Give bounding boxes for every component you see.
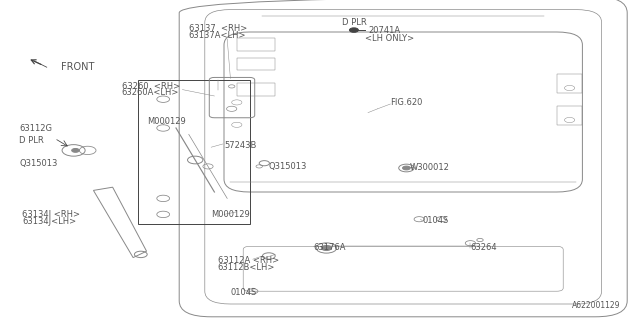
Text: M000129: M000129 bbox=[147, 117, 186, 126]
Circle shape bbox=[349, 28, 358, 32]
Text: 63260  <RH>: 63260 <RH> bbox=[122, 82, 180, 91]
Text: W300012: W300012 bbox=[410, 163, 449, 172]
Circle shape bbox=[72, 148, 79, 152]
Text: 20741A: 20741A bbox=[368, 26, 400, 35]
Circle shape bbox=[321, 245, 332, 251]
Text: 0104S: 0104S bbox=[230, 288, 257, 297]
Bar bbox=[557, 74, 582, 93]
Text: 63112A <RH>: 63112A <RH> bbox=[218, 256, 279, 265]
Text: 57243B: 57243B bbox=[224, 141, 257, 150]
Bar bbox=[557, 106, 582, 125]
Text: Q315013: Q315013 bbox=[19, 159, 58, 168]
Text: 63134J<LH>: 63134J<LH> bbox=[22, 217, 77, 226]
Text: A622001129: A622001129 bbox=[572, 301, 621, 310]
Bar bbox=[237, 58, 275, 70]
Text: 0104S: 0104S bbox=[422, 216, 449, 225]
Bar bbox=[138, 80, 250, 224]
Text: 63137A<LH>: 63137A<LH> bbox=[189, 31, 246, 40]
Text: D PLR: D PLR bbox=[19, 136, 44, 145]
Bar bbox=[237, 38, 275, 51]
Circle shape bbox=[403, 166, 410, 170]
Text: 63260A<LH>: 63260A<LH> bbox=[122, 88, 179, 97]
Text: 63112B<LH>: 63112B<LH> bbox=[218, 263, 275, 272]
Text: 63176A: 63176A bbox=[314, 244, 346, 252]
Text: Q315013: Q315013 bbox=[269, 162, 307, 171]
Text: 63137  <RH>: 63137 <RH> bbox=[189, 24, 247, 33]
Text: D PLR: D PLR bbox=[342, 18, 367, 27]
Text: <LH ONLY>: <LH ONLY> bbox=[365, 34, 414, 43]
Text: 63264: 63264 bbox=[470, 244, 497, 252]
Text: FIG.620: FIG.620 bbox=[390, 98, 423, 107]
Text: 63112G: 63112G bbox=[19, 124, 52, 132]
Bar bbox=[237, 83, 275, 96]
Text: 63134I <RH>: 63134I <RH> bbox=[22, 210, 81, 219]
Text: M000129: M000129 bbox=[211, 210, 250, 219]
Text: FRONT: FRONT bbox=[61, 62, 94, 72]
